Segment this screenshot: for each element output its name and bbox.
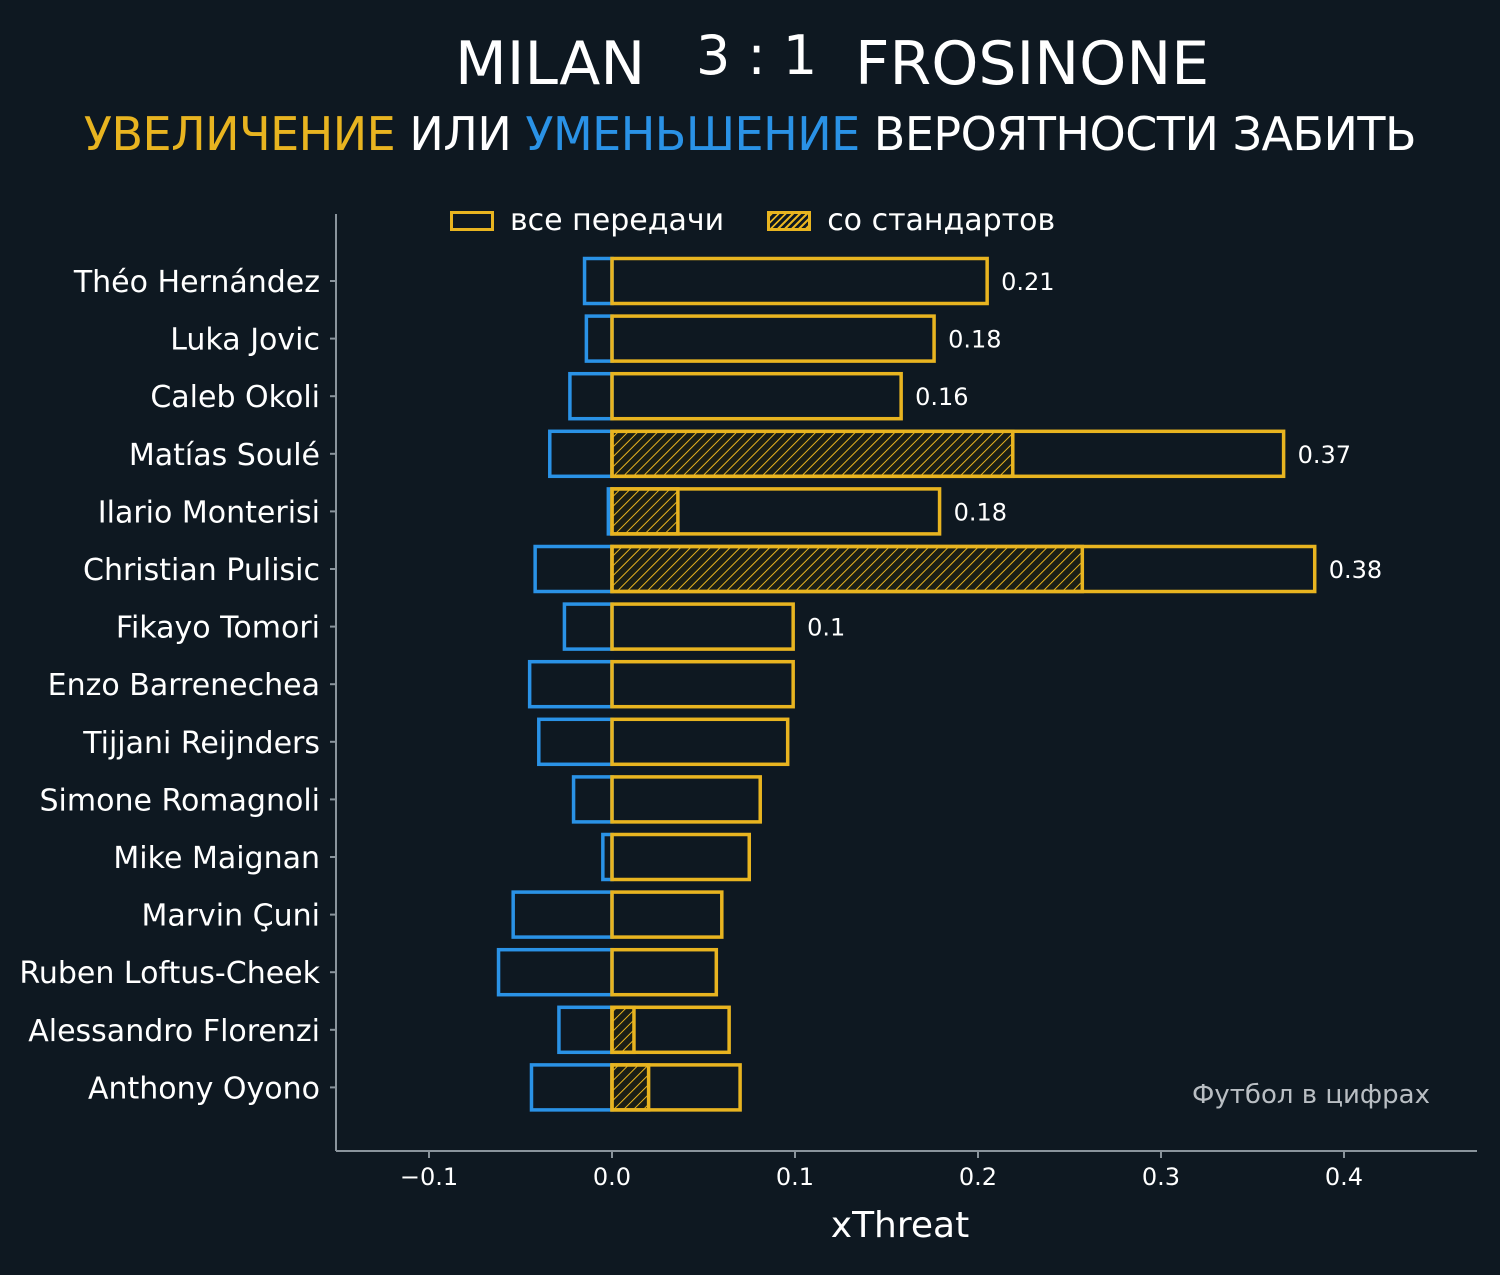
bar-value-label: 0.18 xyxy=(954,498,1007,526)
match-title: MILAN 3 : 1 FROSINONE xyxy=(0,24,1500,106)
bars-layer: 0.21 0.18 0.16 0.37 0.18 0.38 0.1 xyxy=(496,256,1382,1112)
all-passes-bar xyxy=(610,832,751,882)
x-tick-label: 0.4 xyxy=(1325,1163,1363,1191)
decrease-bar xyxy=(537,717,614,767)
player-label: Enzo Barrenechea xyxy=(48,668,320,703)
all-passes-bar xyxy=(610,1063,742,1112)
set-piece-bar xyxy=(610,429,1015,479)
decrease-bar xyxy=(582,256,614,306)
bar-value-label: 0.37 xyxy=(1298,441,1351,469)
player-label: Ruben Loftus-Cheek xyxy=(19,956,320,991)
x-tick-label: 0.3 xyxy=(1142,1163,1180,1191)
player-label: Matías Soulé xyxy=(129,438,320,473)
set-piece-bar xyxy=(610,544,1085,594)
player-label: Théo Hernández xyxy=(73,265,320,300)
decrease-bar xyxy=(562,602,614,651)
player-label: Mike Maignan xyxy=(113,841,320,876)
match-score: 3 : 1 xyxy=(696,24,818,87)
subtitle-or: ИЛИ xyxy=(409,107,512,161)
x-tick-label: 0.1 xyxy=(776,1163,814,1191)
decrease-bar xyxy=(527,659,614,709)
all-passes-bar xyxy=(610,890,724,939)
all-passes-bar xyxy=(610,1005,731,1055)
player-label: Alessandro Florenzi xyxy=(28,1014,320,1049)
legend-item-all-passes: все передачи xyxy=(450,203,724,238)
bar-value-label: 0.16 xyxy=(915,383,968,411)
all-passes-bar xyxy=(610,775,762,824)
legend-swatch-hatched xyxy=(767,210,812,231)
player-label: Christian Pulisic xyxy=(83,553,320,588)
decrease-bar xyxy=(529,1063,614,1112)
all-passes-bar xyxy=(610,429,1286,479)
away-team-name: FROSINONE xyxy=(855,29,1210,99)
decrease-bar xyxy=(571,775,614,824)
all-passes-bar xyxy=(610,256,989,306)
legend-label-all-passes: все передачи xyxy=(510,203,725,238)
x-axis-label: xThreat xyxy=(831,1205,969,1246)
subtitle-decrease: УМЕНЬШЕНИЕ xyxy=(525,107,860,161)
all-passes-bar xyxy=(610,717,790,767)
decrease-bar xyxy=(511,890,614,939)
home-team-name: MILAN xyxy=(455,29,646,99)
chart-subtitle: УВЕЛИЧЕНИЕ ИЛИ УМЕНЬШЕНИЕ ВЕРОЯТНОСТИ ЗА… xyxy=(0,104,1500,164)
bar-value-label: 0.1 xyxy=(807,614,845,642)
player-label: Simone Romagnoli xyxy=(39,783,320,818)
player-label: Caleb Okoli xyxy=(150,380,320,415)
all-passes-bar xyxy=(610,314,936,363)
legend-item-set-pieces: со стандартов xyxy=(767,203,1055,238)
player-label: Anthony Oyono xyxy=(88,1071,320,1106)
bar-value-label: 0.18 xyxy=(948,326,1001,354)
set-piece-bar xyxy=(610,1005,636,1055)
set-piece-bar xyxy=(610,1063,651,1112)
all-passes-bar xyxy=(610,947,719,997)
subtitle-increase: УВЕЛИЧЕНИЕ xyxy=(83,107,396,161)
decrease-bar xyxy=(584,314,614,363)
all-passes-bar xyxy=(610,371,903,421)
decrease-bar xyxy=(496,947,614,997)
decrease-bar xyxy=(548,429,614,479)
player-label: Ilario Monterisi xyxy=(98,495,320,530)
decrease-bar xyxy=(557,1005,614,1055)
player-label: Luka Jovic xyxy=(170,323,320,358)
x-tick-label: 0.2 xyxy=(959,1163,997,1191)
bar-value-label: 0.21 xyxy=(1001,268,1054,296)
all-passes-bar xyxy=(610,544,1317,594)
legend-swatch-outline xyxy=(450,210,494,231)
axes-layer: Théo Hernández Luka Jovic Caleb Okoli Matía… xyxy=(19,214,1477,1191)
all-passes-bar xyxy=(610,487,942,536)
x-tick-label: −0.1 xyxy=(400,1163,458,1191)
player-label: Fikayo Tomori xyxy=(116,611,320,646)
decrease-bar xyxy=(568,371,614,421)
subtitle-rest: ВЕРОЯТНОСТИ ЗАБИТЬ xyxy=(873,107,1417,161)
chart-legend: все передачи со стандартов xyxy=(450,203,1093,247)
watermark: Футбол в цифрах xyxy=(1192,1080,1430,1110)
bar-value-label: 0.38 xyxy=(1329,556,1382,584)
decrease-bar xyxy=(533,544,614,594)
legend-label-set-pieces: со стандартов xyxy=(827,203,1056,238)
player-label: Marvin Çuni xyxy=(141,899,320,934)
all-passes-bar xyxy=(610,602,795,651)
player-label: Tijjani Reijnders xyxy=(82,726,320,761)
all-passes-bar xyxy=(610,659,795,709)
x-tick-label: 0.0 xyxy=(593,1163,631,1191)
set-piece-bar xyxy=(610,487,680,536)
